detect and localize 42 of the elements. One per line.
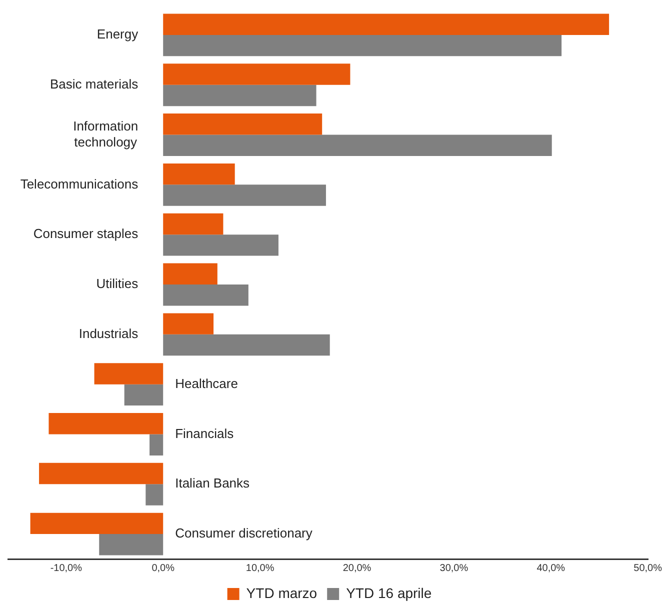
bar [39, 462, 164, 484]
y-tick-label: Telecommunications [20, 176, 139, 192]
bar [163, 64, 350, 85]
bar [163, 114, 322, 135]
bar [163, 263, 218, 284]
legend-label: YTD 16 aprile [346, 584, 432, 601]
bar [150, 434, 164, 456]
y-tick-label: Healthcare [175, 376, 238, 391]
bar [163, 313, 214, 334]
x-tick-label: 10,0% [246, 562, 274, 574]
bar [99, 534, 164, 556]
y-tick-label: Industrials [78, 326, 139, 341]
y-tick-label: Consumer discretionary [175, 526, 313, 541]
bar [146, 484, 164, 506]
x-tick-label: 50,0% [634, 562, 662, 574]
bar [48, 413, 164, 434]
bar [94, 363, 164, 384]
bar [163, 134, 552, 156]
bar [163, 163, 235, 185]
x-tick-label: 20,0% [342, 562, 372, 574]
bar [163, 84, 316, 106]
bar [163, 184, 326, 206]
y-tick-label: Financials [175, 426, 234, 441]
x-tick-label: 30,0% [440, 562, 468, 574]
x-tick-label: 40,0% [536, 562, 566, 574]
bar [163, 234, 278, 256]
legend-label: YTD marzo [246, 584, 318, 601]
bar [163, 213, 224, 235]
y-tick-label: Energy [96, 26, 139, 42]
y-tick-label: Utilities [96, 276, 139, 292]
y-tick-label: Information technology [73, 118, 138, 150]
bar [163, 334, 330, 356]
bar [163, 34, 562, 56]
bar [163, 14, 610, 35]
bar [163, 284, 248, 306]
y-tick-label: Consumer staples [33, 226, 139, 242]
x-tick-label: 0,0% [152, 562, 175, 574]
y-tick-label: Basic materials [50, 76, 139, 92]
y-tick-label: Italian Banks [175, 476, 250, 491]
bar [30, 512, 164, 534]
bar [124, 384, 164, 406]
x-tick-label: -10,0% [50, 562, 82, 574]
